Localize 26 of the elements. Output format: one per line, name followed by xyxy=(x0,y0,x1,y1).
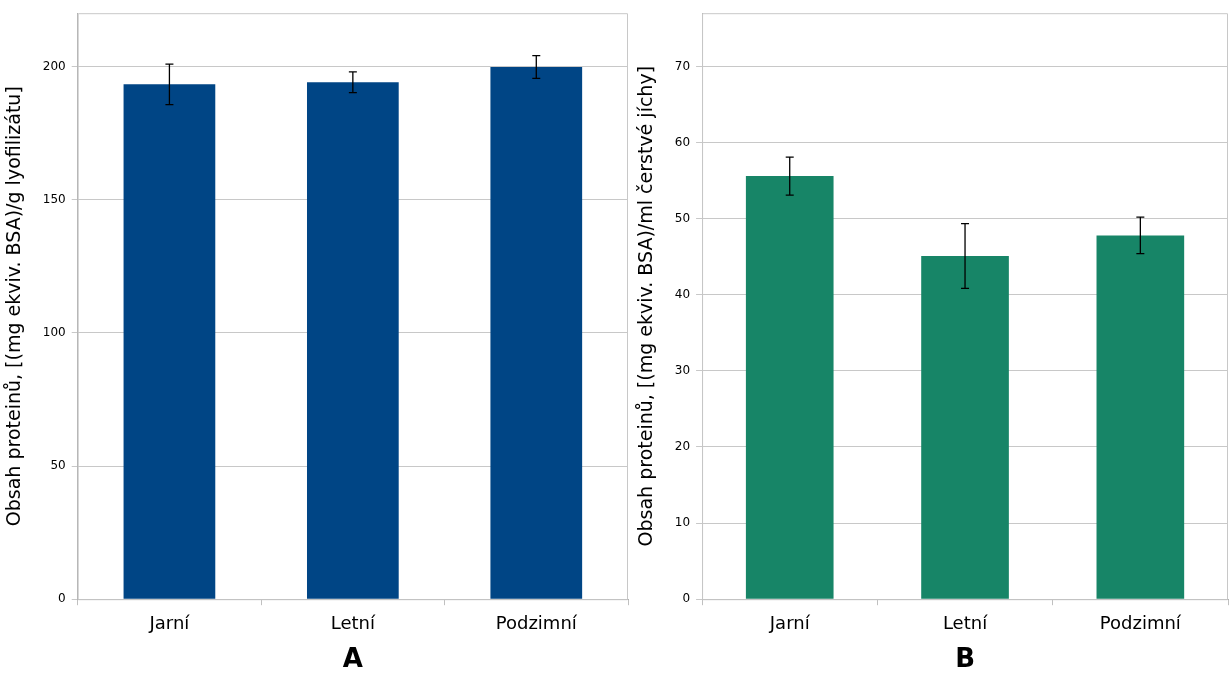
x-axis-title: A xyxy=(342,643,363,674)
bar xyxy=(745,176,834,599)
y-tick-label: 20 xyxy=(674,439,691,454)
x-tick-label: Podzimní xyxy=(1099,611,1182,633)
x-tick-label: Jarní xyxy=(148,611,191,633)
y-tick-label: 10 xyxy=(674,515,691,530)
y-axis-title: Obsah proteinů, [(mg ekviv. BSA)/ml čerstvé jíchy] xyxy=(634,65,657,547)
y-tick-label: 60 xyxy=(674,134,691,149)
y-tick-label: 0 xyxy=(58,591,66,606)
bar xyxy=(1096,235,1185,599)
y-tick-label: 50 xyxy=(50,458,66,473)
y-tick-label: 200 xyxy=(42,58,66,73)
y-tick-label: 100 xyxy=(42,324,66,339)
y-tick-label: 40 xyxy=(674,286,691,301)
x-tick-label: Podzimní xyxy=(495,611,578,633)
x-axis-title: B xyxy=(955,643,975,674)
x-tick-label: Jarní xyxy=(768,611,811,633)
y-tick-label: 0 xyxy=(682,591,691,606)
y-axis-title: Obsah proteinů, [(mg ekviv. BSA)/g lyofilizátu] xyxy=(2,86,25,527)
x-tick-label: Letní xyxy=(330,611,376,633)
x-tick-label: Letní xyxy=(942,611,989,633)
bar xyxy=(921,255,1009,599)
y-tick-label: 30 xyxy=(674,363,691,378)
y-tick-label: 50 xyxy=(674,210,691,225)
y-tick-label: 150 xyxy=(42,191,66,206)
y-tick-label: 70 xyxy=(674,58,691,73)
